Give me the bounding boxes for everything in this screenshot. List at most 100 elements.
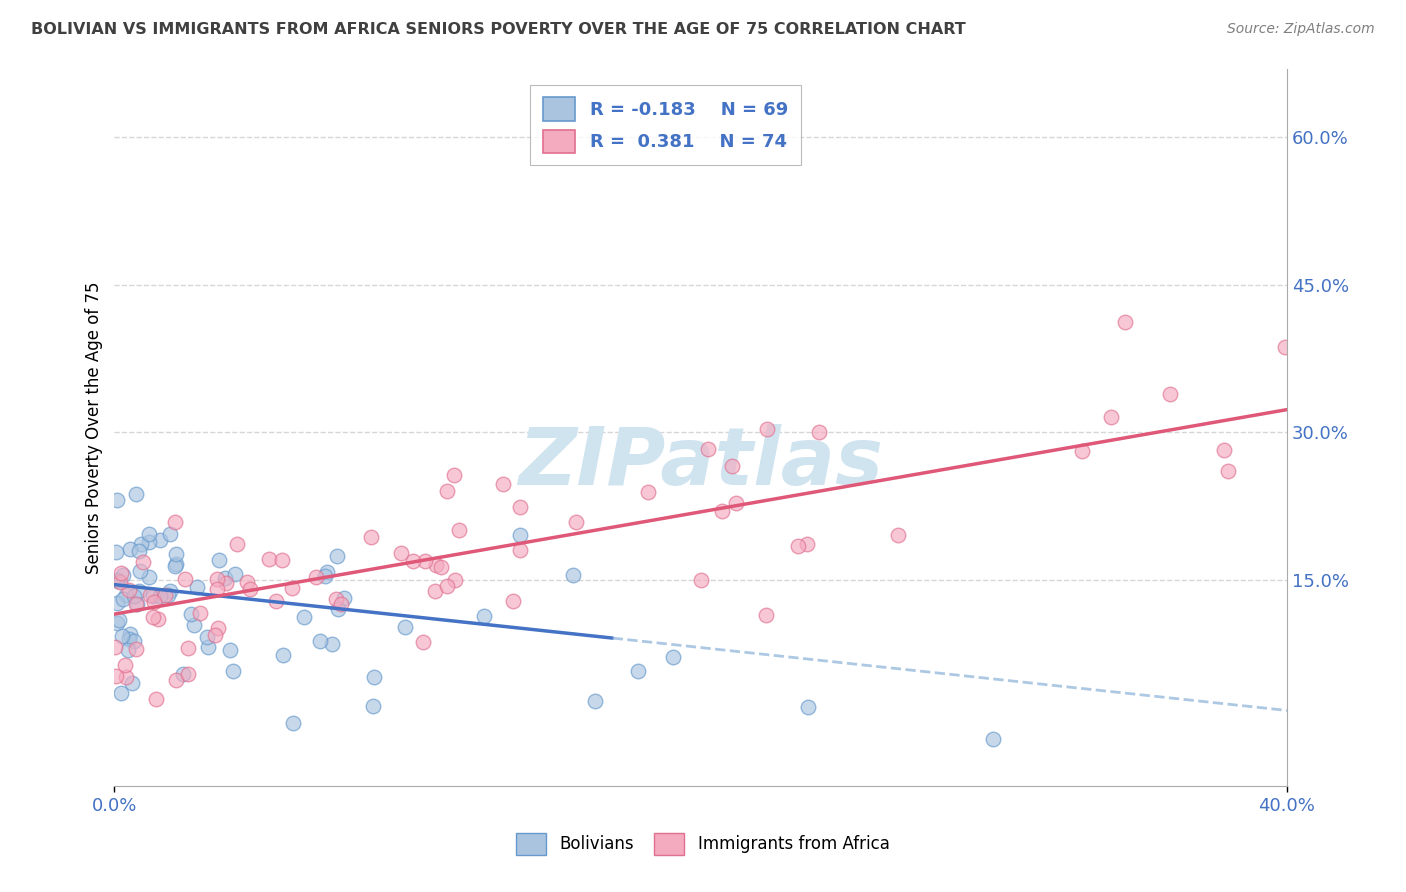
Point [981,732,1004,747]
Point [115,588,138,602]
Point [110,566,132,580]
Text: ZIPatlas: ZIPatlas [519,425,883,502]
Point [105,493,128,508]
Point [118,541,141,556]
Point [214,571,236,585]
Point [122,589,145,603]
Point [436,483,458,498]
Point [138,526,160,541]
Point [720,458,742,473]
Point [107,596,129,610]
Point [128,544,150,558]
Point [325,592,347,607]
Point [177,666,200,681]
Point [111,567,134,582]
Point [195,631,218,645]
Point [165,673,187,688]
Point [412,634,434,648]
Point [294,610,316,624]
Point [305,570,328,584]
Point [110,686,132,700]
Point [756,422,779,436]
Point [425,558,447,572]
Point [165,558,187,572]
Point [627,664,650,678]
Point [138,534,160,549]
Point [129,537,152,551]
Point [125,597,148,611]
Point [472,608,495,623]
Point [105,616,128,631]
Point [125,487,148,501]
Point [1070,444,1092,458]
Point [316,565,339,579]
Point [429,559,451,574]
Point [108,574,131,589]
Point [157,588,180,602]
Point [197,640,219,654]
Point [208,553,231,567]
Point [111,592,134,607]
Point [1274,340,1296,354]
Point [509,542,531,557]
Point [159,527,181,541]
Point [326,602,349,616]
Point [413,554,436,568]
Y-axis label: Seniors Poverty Over the Age of 75: Seniors Poverty Over the Age of 75 [86,281,103,574]
Point [325,549,347,564]
Point [142,610,165,624]
Point [239,582,262,596]
Point [118,627,141,641]
Point [111,629,134,643]
Legend: R = -0.183    N = 69, R =  0.381    N = 74: R = -0.183 N = 69, R = 0.381 N = 74 [530,85,800,165]
Legend: Bolivians, Immigrants from Africa: Bolivians, Immigrants from Africa [510,827,896,862]
Point [114,657,136,672]
Point [124,634,146,648]
Point [132,555,155,569]
Point [107,574,129,588]
Point [165,547,187,561]
Point [138,570,160,584]
Point [180,607,202,622]
Point [219,642,242,657]
Point [329,597,352,611]
Point [205,582,228,597]
Point [662,649,685,664]
Point [163,558,186,573]
Point [207,621,229,635]
Point [502,594,524,608]
Point [226,537,249,551]
Point [118,582,141,597]
Point [149,533,172,547]
Point [724,496,747,510]
Point [149,589,172,603]
Point [491,477,513,491]
Point [1213,442,1236,457]
Point [142,589,165,603]
Point [222,665,245,679]
Point [755,608,778,623]
Point [443,467,465,482]
Point [887,527,910,541]
Point [807,425,830,439]
Point [204,628,226,642]
Point [205,572,228,586]
Point [1218,464,1240,478]
Point [215,576,238,591]
Point [118,632,141,646]
Point [1101,409,1123,424]
Point [281,581,304,595]
Point [391,546,413,560]
Point [697,442,720,456]
Point [402,554,425,568]
Point [128,583,150,598]
Point [104,640,127,655]
Point [1114,315,1136,329]
Point [266,594,288,608]
Point [509,528,531,542]
Point [186,580,208,594]
Point [271,553,294,567]
Text: BOLIVIAN VS IMMIGRANTS FROM AFRICA SENIORS POVERTY OVER THE AGE OF 75 CORRELATIO: BOLIVIAN VS IMMIGRANTS FROM AFRICA SENIO… [31,22,966,37]
Point [333,591,356,605]
Point [583,694,606,708]
